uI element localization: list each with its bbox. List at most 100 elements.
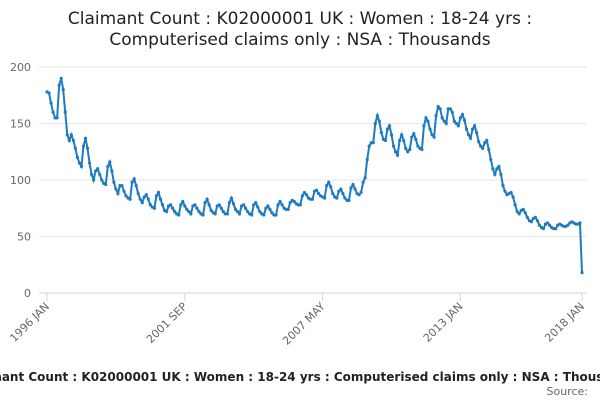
point: [300, 194, 304, 198]
point: [408, 147, 412, 152]
point: [252, 203, 256, 207]
point: [339, 187, 343, 191]
point: [94, 169, 98, 173]
point: [280, 203, 284, 207]
point: [146, 197, 150, 201]
point: [79, 164, 84, 169]
point: [55, 116, 59, 120]
point: [452, 119, 456, 123]
point: [314, 188, 319, 192]
point: [77, 161, 82, 165]
point: [304, 193, 308, 197]
point: [454, 121, 458, 126]
point: [246, 210, 250, 214]
point: [468, 136, 473, 140]
point: [499, 172, 503, 176]
point: [152, 206, 157, 210]
point: [337, 189, 341, 193]
point: [385, 127, 390, 131]
chart-title: Computerised claims only : NSA : Thousan…: [109, 30, 490, 50]
point: [171, 206, 175, 210]
point: [375, 113, 379, 118]
point: [237, 212, 242, 216]
point: [203, 201, 207, 205]
point: [87, 161, 92, 165]
point: [197, 210, 201, 214]
point: [298, 203, 302, 207]
y-tick-label: 200: [10, 61, 31, 74]
point: [274, 213, 278, 217]
point: [132, 177, 136, 181]
point: [144, 193, 148, 197]
y-tick-label: 100: [10, 174, 31, 187]
footer: Claimant Count : K02000001 UK : Women : …: [0, 370, 600, 384]
point: [156, 190, 161, 195]
point: [122, 189, 126, 193]
point: [477, 139, 481, 144]
point: [250, 213, 254, 217]
point: [410, 135, 414, 139]
point: [545, 221, 550, 225]
point: [81, 144, 86, 148]
point: [495, 167, 499, 171]
x-tick-label: 2018 JAN: [542, 300, 587, 345]
point: [470, 127, 475, 131]
point: [181, 199, 185, 204]
point: [193, 203, 197, 207]
point: [483, 141, 487, 145]
point: [59, 76, 63, 80]
point: [124, 194, 128, 198]
point: [331, 191, 335, 196]
point: [489, 158, 493, 162]
point: [179, 203, 183, 207]
point: [578, 221, 582, 225]
point: [444, 121, 448, 126]
point: [120, 184, 124, 188]
point: [276, 203, 280, 207]
point: [475, 130, 479, 135]
point: [229, 196, 234, 200]
point: [233, 207, 238, 211]
point: [525, 215, 529, 219]
point: [379, 130, 383, 135]
point: [177, 213, 181, 217]
point: [389, 133, 394, 137]
point: [479, 144, 483, 148]
point: [114, 187, 118, 191]
point: [440, 116, 444, 120]
point: [497, 164, 501, 169]
point: [83, 136, 88, 140]
point: [391, 144, 396, 148]
point: [448, 107, 452, 111]
point: [432, 135, 436, 139]
point: [205, 197, 209, 201]
point: [367, 144, 371, 148]
point: [420, 147, 424, 152]
point: [169, 203, 173, 207]
point: [63, 110, 67, 114]
point: [207, 203, 211, 207]
point: [142, 195, 146, 199]
point: [456, 124, 460, 128]
point: [164, 210, 169, 214]
point: [487, 147, 491, 152]
point: [112, 180, 116, 184]
point: [217, 203, 221, 207]
point: [400, 133, 404, 137]
point: [566, 223, 570, 227]
point: [353, 187, 357, 191]
x-tick-label: 1996 JAN: [7, 300, 52, 345]
point: [57, 83, 61, 87]
point: [515, 210, 519, 214]
point: [310, 197, 315, 201]
point: [243, 206, 248, 210]
point: [47, 91, 51, 95]
point: [160, 203, 165, 207]
point: [466, 133, 471, 137]
point: [347, 198, 351, 202]
point: [341, 191, 345, 196]
point: [140, 201, 144, 205]
point: [485, 138, 489, 143]
point: [92, 178, 96, 182]
point: [434, 113, 438, 118]
